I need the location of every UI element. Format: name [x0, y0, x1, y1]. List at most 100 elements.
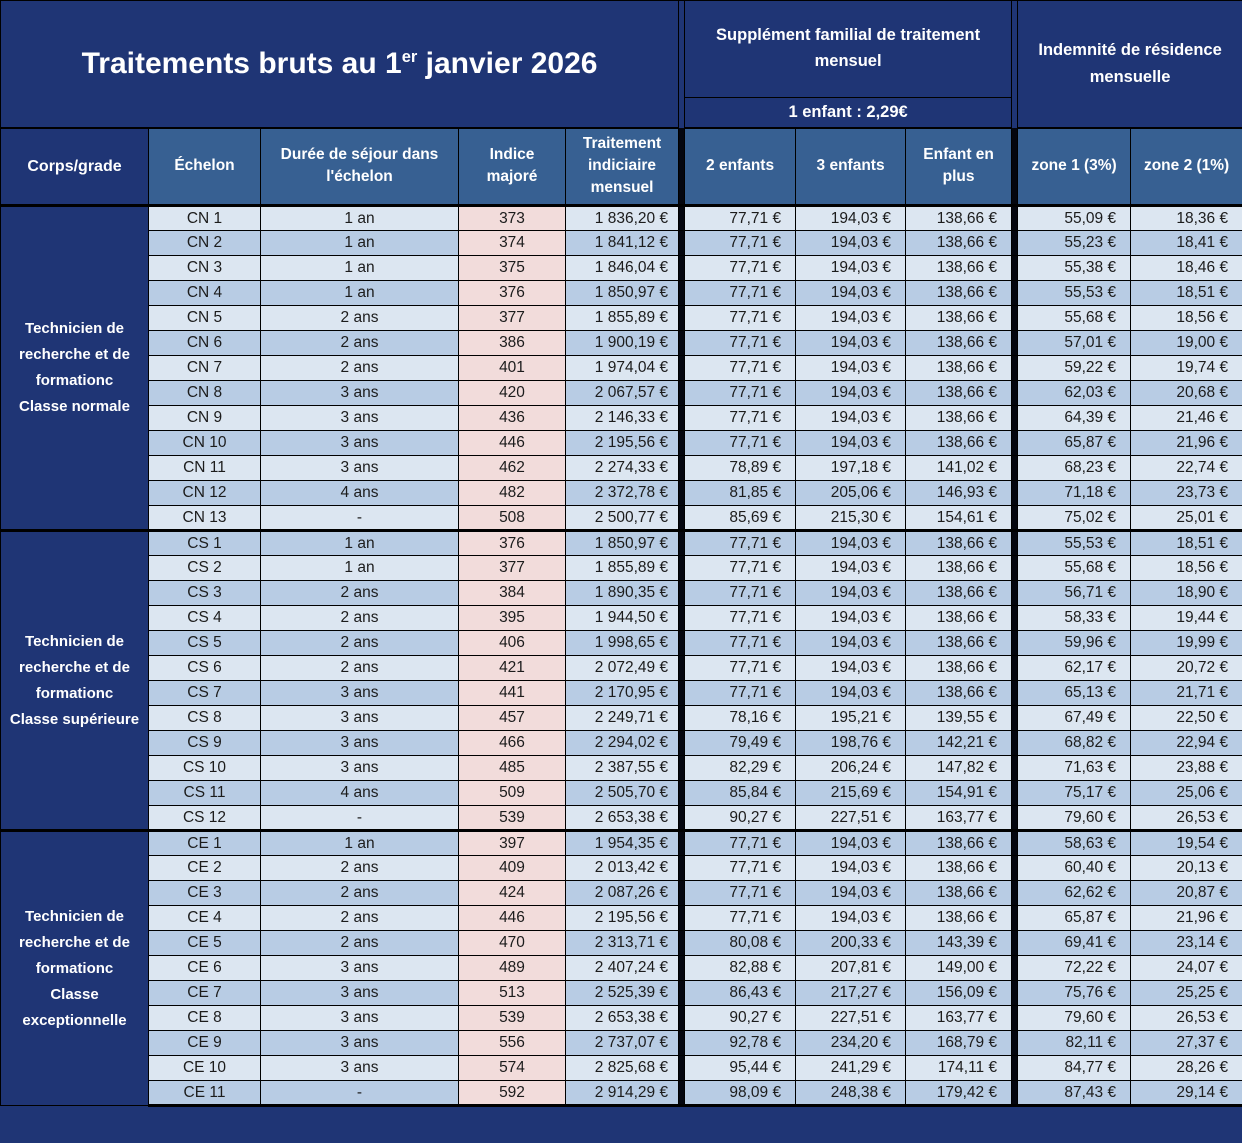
cell-traitement: 2 407,24 €: [564, 955, 680, 981]
cell-indice: 539: [458, 805, 566, 831]
cell-enfant-en-plus: 138,66 €: [905, 880, 1013, 906]
cell-echelon: CN 11: [148, 455, 261, 481]
cell-traitement: 1 855,89 €: [564, 305, 680, 331]
cell-duree: 4 ans: [260, 780, 459, 806]
cell-2-enfants: 86,43 €: [684, 980, 797, 1006]
cell-echelon: CS 6: [148, 655, 261, 681]
cell-traitement: 2 294,02 €: [564, 730, 680, 756]
cell-3-enfants: 194,03 €: [795, 204, 907, 231]
cell-traitement: 1 954,35 €: [564, 829, 680, 856]
cell-echelon: CE 11: [148, 1080, 261, 1107]
cell-zone1: 60,40 €: [1017, 855, 1132, 881]
cell-zone1: 62,03 €: [1017, 380, 1132, 406]
cell-3-enfants: 194,03 €: [795, 330, 907, 356]
cell-echelon: CN 1: [148, 204, 261, 231]
cell-duree: -: [260, 1080, 459, 1107]
cell-indice: 513: [458, 980, 566, 1006]
cell-duree: 2 ans: [260, 355, 459, 381]
cell-indice: 446: [458, 905, 566, 931]
cell-enfant-en-plus: 138,66 €: [905, 204, 1013, 231]
cell-duree: 3 ans: [260, 705, 459, 731]
cell-indice: 482: [458, 480, 566, 506]
table-row: CE 11-592 2 914,29 €98,09 €248,38 €179,42…: [1, 1080, 1242, 1107]
cell-enfant-en-plus: 138,66 €: [905, 829, 1013, 856]
cell-3-enfants: 194,03 €: [795, 280, 907, 306]
cell-echelon: CN 3: [148, 255, 261, 281]
cell-zone2: 18,41 €: [1130, 230, 1242, 256]
cell-traitement: 1 944,50 €: [564, 605, 680, 631]
cell-indice: 406: [458, 630, 566, 656]
cell-zone1: 55,68 €: [1017, 305, 1132, 331]
cell-echelon: CE 2: [148, 855, 261, 881]
cell-zone2: 21,96 €: [1130, 905, 1242, 931]
cell-2-enfants: 77,71 €: [684, 204, 797, 231]
cell-zone2: 24,07 €: [1130, 955, 1242, 981]
cell-echelon: CN 4: [148, 280, 261, 306]
cell-traitement: 2 249,71 €: [564, 705, 680, 731]
cell-zone2: 25,01 €: [1130, 505, 1242, 531]
table-row: CS 12-539 2 653,38 €90,27 €227,51 €163,77…: [1, 805, 1242, 831]
cell-enfant-en-plus: 154,61 €: [905, 505, 1013, 531]
cell-duree: 2 ans: [260, 655, 459, 681]
cell-zone1: 59,22 €: [1017, 355, 1132, 381]
cell-enfant-en-plus: 141,02 €: [905, 455, 1013, 481]
cell-echelon: CS 2: [148, 555, 261, 581]
cell-zone1: 55,53 €: [1017, 529, 1132, 556]
cell-zone2: 21,96 €: [1130, 430, 1242, 456]
cell-3-enfants: 194,03 €: [795, 829, 907, 856]
cell-zone2: 21,71 €: [1130, 680, 1242, 706]
cell-enfant-en-plus: 138,66 €: [905, 305, 1013, 331]
cell-traitement: 2 737,07 €: [564, 1030, 680, 1056]
cell-3-enfants: 194,03 €: [795, 430, 907, 456]
cell-indice: 446: [458, 430, 566, 456]
cell-duree: 3 ans: [260, 1005, 459, 1031]
cell-traitement: 2 067,57 €: [564, 380, 680, 406]
cell-duree: 1 an: [260, 829, 459, 856]
cell-duree: 4 ans: [260, 480, 459, 506]
cell-2-enfants: 81,85 €: [684, 480, 797, 506]
cell-traitement: 1 846,04 €: [564, 255, 680, 281]
cell-2-enfants: 77,71 €: [684, 230, 797, 256]
cell-zone1: 64,39 €: [1017, 405, 1132, 431]
cell-echelon: CE 9: [148, 1030, 261, 1056]
cell-2-enfants: 77,71 €: [684, 255, 797, 281]
cell-3-enfants: 234,20 €: [795, 1030, 907, 1056]
cell-traitement: 2 387,55 €: [564, 755, 680, 781]
cell-2-enfants: 78,89 €: [684, 455, 797, 481]
cell-zone2: 23,73 €: [1130, 480, 1242, 506]
cell-zone2: 19,99 €: [1130, 630, 1242, 656]
cell-indice: 462: [458, 455, 566, 481]
cell-traitement: 1 998,65 €: [564, 630, 680, 656]
cell-zone1: 57,01 €: [1017, 330, 1132, 356]
cell-duree: 3 ans: [260, 980, 459, 1006]
cell-echelon: CN 6: [148, 330, 261, 356]
cell-duree: 2 ans: [260, 855, 459, 881]
cell-duree: 2 ans: [260, 605, 459, 631]
cell-2-enfants: 82,88 €: [684, 955, 797, 981]
cell-traitement: 2 195,56 €: [564, 905, 680, 931]
cell-zone1: 75,17 €: [1017, 780, 1132, 806]
cell-zone2: 23,88 €: [1130, 755, 1242, 781]
cell-3-enfants: 241,29 €: [795, 1055, 907, 1081]
cell-3-enfants: 227,51 €: [795, 805, 907, 831]
cell-indice: 539: [458, 1005, 566, 1031]
cell-zone2: 19,44 €: [1130, 605, 1242, 631]
group-label: Technicien de recherche et de formationc…: [0, 204, 149, 531]
cell-2-enfants: 85,84 €: [684, 780, 797, 806]
cell-zone1: 87,43 €: [1017, 1080, 1132, 1107]
cell-zone1: 75,02 €: [1017, 505, 1132, 531]
cell-zone2: 26,53 €: [1130, 1005, 1242, 1031]
cell-traitement: 2 146,33 €: [564, 405, 680, 431]
cell-traitement: 1 974,04 €: [564, 355, 680, 381]
cell-traitement: 1 855,89 €: [564, 555, 680, 581]
cell-3-enfants: 207,81 €: [795, 955, 907, 981]
cell-duree: 3 ans: [260, 430, 459, 456]
cell-zone1: 68,23 €: [1017, 455, 1132, 481]
cell-2-enfants: 77,71 €: [684, 655, 797, 681]
cell-traitement: 1 900,19 €: [564, 330, 680, 356]
cell-echelon: CN 10: [148, 430, 261, 456]
